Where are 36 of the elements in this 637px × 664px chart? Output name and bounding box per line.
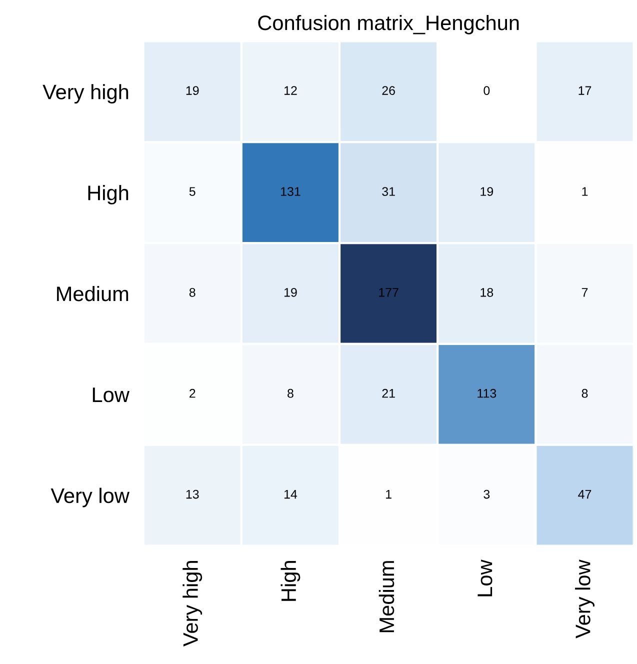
data-label: 8 [189, 288, 196, 297]
data-label: 31 [382, 187, 395, 196]
data-label: 17 [578, 86, 592, 95]
data-label: 47 [578, 490, 592, 499]
chart-title: Confusion matrix_Hengchun [258, 14, 519, 34]
data-label: 5 [189, 187, 196, 196]
y-tick-label: High [88, 185, 128, 204]
data-label: 2 [190, 388, 196, 398]
data-label: 12 [284, 86, 297, 95]
x-tick-label: Very high [182, 561, 202, 646]
data-label: 7 [582, 288, 588, 297]
data-label: 3 [484, 490, 490, 499]
data-label: 131 [281, 187, 300, 196]
x-tick-label: Low [478, 560, 492, 596]
data-label: 14 [284, 490, 298, 499]
data-label: 19 [186, 86, 199, 95]
data-label: 26 [382, 86, 395, 95]
data-label: 19 [284, 288, 297, 297]
data-label: 113 [478, 388, 496, 398]
data-label: 13 [186, 490, 199, 499]
x-tick-label: Very low [575, 560, 594, 638]
y-tick-label: Medium [57, 286, 128, 302]
data-label: 19 [480, 187, 494, 196]
data-label: 18 [480, 288, 494, 297]
data-label: 8 [582, 388, 588, 398]
data-label: 1 [582, 187, 588, 196]
data-label: 21 [382, 388, 395, 398]
data-label: 8 [288, 388, 294, 398]
y-tick-label: Very low [50, 488, 130, 508]
data-label: 0 [484, 86, 490, 95]
x-tick-label: Medium [378, 561, 394, 632]
data-label: 177 [379, 288, 398, 297]
x-tick-label: High [280, 561, 300, 601]
y-tick-label: Very high [42, 84, 128, 104]
y-tick-label: Low [92, 388, 130, 402]
data-label: 1 [386, 490, 392, 499]
